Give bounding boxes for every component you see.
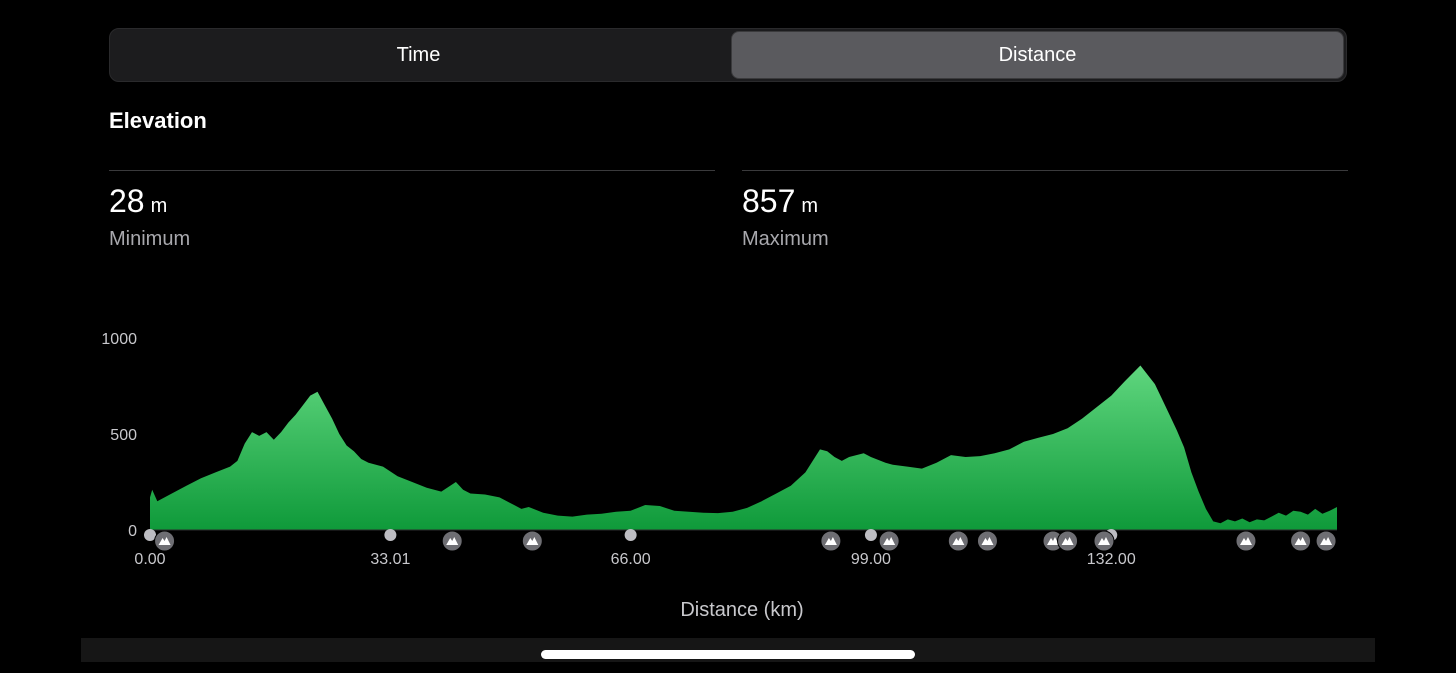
mountain-glyph [1239,537,1252,545]
mountain-glyph [883,537,896,545]
peak-marker-icon [1235,530,1257,552]
peak-marker-icon [1042,530,1064,552]
peak-marker-icon [521,530,543,552]
view-mode-segmented-control: Time Distance [109,28,1347,82]
x-tick-label: 0.00 [134,551,165,568]
mountain-glyph [952,537,965,545]
x-tick-label: 33.01 [370,551,410,568]
mountain-glyph [158,537,171,545]
home-indicator[interactable] [541,650,915,659]
minimum-value-row: 28 m [109,183,715,224]
minimum-stat: 28 m Minimum [109,170,715,251]
section-title: Elevation [109,110,207,134]
minimum-value: 28 [109,183,145,219]
section-title-text: Elevation [109,110,207,133]
peak-marker-icon [976,530,998,552]
mountain-glyph [1097,537,1110,545]
waypoint-dot [624,529,637,541]
x-axis-label: Distance (km) [680,599,803,621]
mountain-glyph [446,537,459,545]
peak-marker-icon [1057,530,1079,552]
maximum-stat: 857 m Maximum [742,170,1348,251]
mountain-glyph [981,537,994,545]
mountain-glyph [526,537,539,545]
peak-marker-icon [154,530,176,552]
peak-marker-icon [947,530,969,552]
elevation-chart[interactable]: 0 500 1000 0.00 33.01 66.00 99.00 132.00 Distanc… [0,300,1456,630]
y-tick-label: 500 [110,427,137,444]
y-tick-label: 0 [128,523,137,540]
maximum-value: 857 [742,183,796,219]
segment-time[interactable]: Time [396,43,441,66]
divider [109,170,715,171]
peak-marker-icon [441,530,463,552]
minimum-unit: m [150,195,168,217]
waypoint-dot [384,529,397,541]
maximum-label: Maximum [742,228,829,250]
maximum-value-row: 857 m [742,183,1348,224]
mountain-glyph [1046,537,1059,545]
elevation-chart-svg: 0 500 1000 0.00 33.01 66.00 99.00 132.00 Distanc… [101,331,1337,621]
mountain-glyph [1294,537,1307,545]
x-tick-label: 66.00 [611,551,651,568]
x-tick-label: 99.00 [851,551,891,568]
maximum-unit: m [801,195,819,217]
mountain-glyph [824,537,837,545]
y-tick-label: 1000 [101,331,137,348]
waypoint-dot [144,529,156,541]
mountain-glyph [1320,537,1333,545]
mountain-glyph [1061,537,1074,545]
peak-marker-icon [1315,530,1337,552]
divider [742,170,1348,171]
peak-marker-icon [820,530,842,552]
peak-marker-icon [1290,530,1312,552]
minimum-label: Minimum [109,228,191,250]
x-tick-label: 132.00 [1087,551,1136,568]
elevation-area [150,365,1337,530]
waypoint-dot [864,529,877,541]
segment-distance[interactable]: Distance [731,31,1344,79]
peak-marker-icon [878,530,900,552]
peak-marker-icon [1093,530,1115,552]
